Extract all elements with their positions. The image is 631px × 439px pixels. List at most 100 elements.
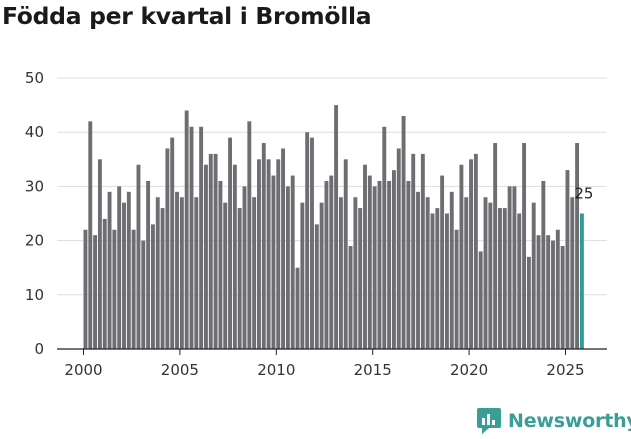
x-axis-ticks: 2000 2005 2010 2015 2020 2025 — [64, 349, 585, 379]
bar-2016-K4 — [406, 180, 411, 349]
bar-2011-K1 — [295, 267, 300, 349]
bar-2003-K2 — [146, 180, 151, 349]
bars — [83, 105, 584, 350]
bar-2000-K3 — [93, 235, 98, 349]
bar-2017-K4 — [425, 197, 430, 349]
y-tick-label: 0 — [34, 340, 44, 358]
bar-2004-K1 — [160, 208, 165, 349]
bar-2001-K3 — [112, 229, 117, 349]
bar-2019-K4 — [464, 197, 469, 349]
x-tick-label: 2005 — [161, 361, 199, 379]
bar-2001-K4 — [117, 186, 122, 349]
bar-2021-K4 — [502, 208, 507, 349]
y-tick-label: 30 — [25, 177, 44, 195]
y-axis-ticks: 0 10 20 30 40 50 — [25, 69, 44, 358]
bar-2018-K4 — [445, 213, 449, 349]
bar-2006-K2 — [204, 164, 208, 349]
bar-2019-K1 — [449, 191, 454, 349]
bar-2011-K3 — [305, 132, 310, 349]
bar-2008-K3 — [247, 121, 252, 349]
bar-2005-K3 — [189, 126, 194, 349]
y-tick-label: 40 — [25, 123, 44, 141]
bar-2023-K1 — [526, 256, 531, 349]
brand-name: Newsworthy — [508, 410, 631, 432]
bar-2015-K1 — [372, 186, 377, 349]
bar-2004-K3 — [170, 137, 175, 349]
bar-2024-K2 — [551, 240, 555, 349]
newsworthy-logo-icon — [477, 408, 501, 434]
x-tick-label: 2010 — [257, 361, 295, 379]
x-tick-label: 2025 — [546, 361, 584, 379]
bar-2013-K3 — [343, 159, 348, 349]
bar-2008-K1 — [237, 208, 242, 349]
bar-2024-K3 — [555, 229, 560, 349]
bar-2002-K2 — [126, 191, 131, 349]
newsworthy-logo: Newsworthy — [476, 407, 631, 435]
bar-2014-K3 — [363, 164, 367, 349]
bar-2022-K1 — [507, 186, 512, 349]
bar-2009-K2 — [261, 143, 266, 349]
bar-2023-K4 — [541, 180, 546, 349]
bar-2003-K4 — [155, 197, 160, 349]
bar-2002-K1 — [122, 202, 126, 349]
x-tick-label: 2015 — [354, 361, 392, 379]
bar-2010-K2 — [281, 148, 286, 349]
bar-2018-K2 — [435, 208, 440, 349]
bar-2010-K1 — [276, 159, 281, 349]
bar-2006-K4 — [213, 153, 218, 349]
bar-2009-K3 — [266, 159, 271, 349]
bar-2021-K2 — [493, 143, 498, 349]
bar-2001-K1 — [102, 218, 107, 349]
bar-2014-K4 — [367, 175, 372, 349]
bar-2000-K4 — [97, 159, 102, 349]
bar-2010-K4 — [290, 175, 295, 349]
bar-2019-K2 — [454, 229, 459, 349]
bar-2002-K4 — [136, 164, 141, 349]
bar-2016-K3 — [401, 115, 406, 349]
y-tick-label: 20 — [25, 232, 44, 250]
bar-2005-K1 — [179, 197, 184, 349]
bar-2025-K1 — [565, 170, 570, 349]
bar-2019-K3 — [459, 164, 464, 349]
bar-2022-K4 — [522, 143, 527, 349]
bar-2020-K3 — [478, 251, 483, 349]
bar-2008-K2 — [242, 186, 247, 349]
bar-2025-K2 — [570, 197, 575, 349]
bar-2025-K4 — [579, 213, 584, 349]
bar-2006-K3 — [208, 153, 213, 349]
bar-2010-K3 — [285, 186, 290, 349]
bar-2007-K2 — [223, 202, 228, 349]
chart-title: Födda per kvartal i Bromölla — [2, 2, 372, 30]
last-value-label: 25 — [574, 185, 593, 203]
bar-2012-K1 — [314, 224, 319, 349]
bar-2012-K2 — [319, 202, 324, 349]
bar-2017-K1 — [411, 153, 416, 349]
bar-2008-K4 — [252, 197, 257, 349]
bar-2022-K3 — [517, 213, 522, 349]
bar-2003-K3 — [150, 224, 155, 349]
bar-2015-K4 — [387, 180, 392, 349]
bar-2024-K1 — [546, 235, 551, 349]
bar-2017-K3 — [420, 153, 425, 349]
bar-2017-K2 — [416, 191, 420, 349]
bar-2018-K3 — [440, 175, 445, 349]
bar-2004-K2 — [165, 148, 170, 349]
bar-2004-K4 — [175, 191, 179, 349]
x-tick-label: 2000 — [64, 361, 102, 379]
bar-2012-K4 — [329, 175, 334, 349]
x-tick-label: 2020 — [450, 361, 488, 379]
bar-2005-K2 — [184, 110, 189, 350]
bar-2009-K1 — [257, 159, 261, 349]
bar-2003-K1 — [141, 240, 146, 349]
bar-2007-K1 — [218, 180, 223, 349]
bar-2006-K1 — [199, 126, 204, 349]
bar-2000-K2 — [88, 121, 93, 349]
bar-2007-K4 — [232, 164, 237, 349]
y-tick-label: 10 — [25, 286, 44, 304]
bar-2009-K4 — [271, 175, 276, 349]
bar-2011-K4 — [310, 137, 314, 349]
bar-2000-K1 — [83, 229, 88, 349]
bar-2001-K2 — [107, 191, 112, 349]
bar-2016-K1 — [391, 170, 396, 349]
